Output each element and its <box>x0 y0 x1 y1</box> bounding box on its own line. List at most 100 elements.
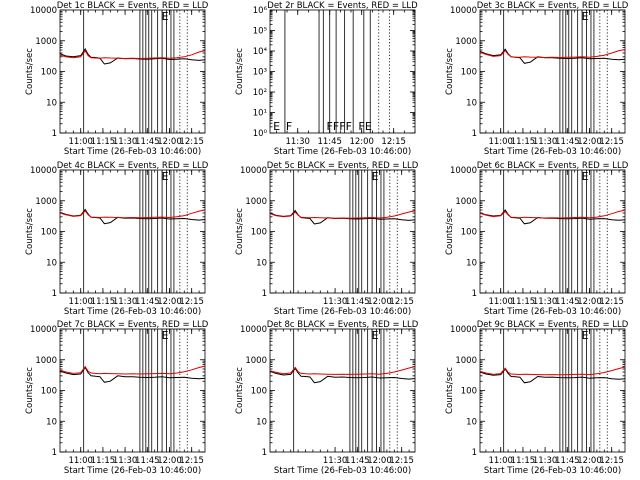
x-tick-label: 11:45 <box>135 297 160 307</box>
chart-panel: Det 8c BLACK = Events, RED = LLD 1 10 100 10… <box>235 320 419 476</box>
y-axis-label: Counts/sec <box>25 208 35 255</box>
chart-title: Det 1c BLACK = Events, RED = LLD <box>57 1 209 11</box>
flag-label: F <box>346 120 352 133</box>
plot-frame <box>59 9 206 134</box>
series-line-lld <box>59 209 206 219</box>
series-line-lld <box>269 366 416 375</box>
chart-panel: Det 5c BLACK = Events, RED = LLD 1 10 100 10… <box>235 161 419 317</box>
x-tick-label: 11:15 <box>511 456 536 466</box>
x-tick-label: 12:00 <box>157 297 182 307</box>
x-tick-label: 11:30 <box>113 456 138 466</box>
series-line-events <box>269 209 416 225</box>
y-tick-label: 1000 <box>35 37 57 47</box>
x-tick-label: 12:15 <box>599 297 624 307</box>
y-tick-label: 1 <box>262 289 267 299</box>
x-tick-label: 12:00 <box>577 137 602 147</box>
y-tick-label: 10000 <box>240 325 267 335</box>
y-tick-label: 100 <box>461 228 477 238</box>
y-tick-label: 10 <box>466 258 477 268</box>
chart-panel: Det 6c BLACK = Events, RED = LLD 1 10 100 10… <box>445 161 629 317</box>
x-tick-label: 11:15 <box>91 137 116 147</box>
plot-frame <box>269 328 416 453</box>
y-tick-label: 10000 <box>30 6 57 16</box>
series-line-lld <box>59 49 206 60</box>
flag-label: F <box>339 120 345 133</box>
y-axis-label: Counts/sec <box>235 367 245 414</box>
y-tick-label: 1000 <box>35 197 57 207</box>
x-tick-label: 11:00 <box>488 137 513 147</box>
x-tick-label: 11:45 <box>135 456 160 466</box>
series-line-lld <box>479 209 626 219</box>
x-axis-label: Start Time (26-Feb-03 10:46:00) <box>64 307 201 317</box>
y-tick-label: 10000 <box>450 6 477 16</box>
flag-label: E <box>162 10 169 23</box>
x-tick-label: 11:30 <box>113 137 138 147</box>
x-tick-label: 11:45 <box>135 137 160 147</box>
plot-frame <box>59 169 206 294</box>
x-axis-label: Start Time (26-Feb-03 10:46:00) <box>484 466 621 476</box>
x-axis-label: Start Time (26-Feb-03 10:46:00) <box>64 466 201 476</box>
y-tick-label: 10000 <box>450 325 477 335</box>
chart-title: Det 5c BLACK = Events, RED = LLD <box>267 161 419 171</box>
series-line-lld <box>479 49 626 59</box>
y-tick-label: 100 <box>251 387 267 397</box>
series-line-lld <box>269 210 416 219</box>
x-tick-label: 11:45 <box>345 297 370 307</box>
x-tick-label: 11:15 <box>91 456 116 466</box>
chart-panel: Det 3c BLACK = Events, RED = LLD 1 10 100 10… <box>445 1 629 157</box>
x-tick-label: 12:15 <box>389 456 414 466</box>
plot-frame <box>479 328 626 453</box>
y-tick-label: 100 <box>461 387 477 397</box>
series-line-events <box>479 48 626 64</box>
y-tick-label: 10000 <box>30 325 57 335</box>
x-tick-label: 11:00 <box>488 297 513 307</box>
series-line-events <box>479 209 626 225</box>
series-line-events <box>479 368 626 384</box>
chart-panel: Det 7c BLACK = Events, RED = LLD 1 10 100 10… <box>25 320 209 476</box>
flag-label: E <box>372 329 379 342</box>
x-tick-label: 11:15 <box>511 137 536 147</box>
plot-frame <box>269 169 416 294</box>
y-axis-label: Counts/sec <box>235 208 245 255</box>
y-tick-label: 10 <box>466 98 477 108</box>
flag-label: E <box>273 120 280 133</box>
y-tick-label: 100 <box>461 68 477 78</box>
chart-title: Det 9c BLACK = Events, RED = LLD <box>477 320 629 330</box>
flag-label: F <box>286 120 292 133</box>
chart-panel: Det 9c BLACK = Events, RED = LLD 1 10 100 10… <box>445 320 629 476</box>
y-tick-label: 10000 <box>30 166 57 176</box>
x-tick-label: 12:00 <box>577 456 602 466</box>
flag-label: E <box>162 170 169 183</box>
x-tick-label: 12:15 <box>179 137 204 147</box>
x-tick-label: 12:00 <box>157 456 182 466</box>
x-tick-label: 11:45 <box>555 297 580 307</box>
x-tick-label: 11:30 <box>533 137 558 147</box>
plot-frame <box>479 169 626 294</box>
x-tick-label: 11:30 <box>533 456 558 466</box>
x-tick-label: 11:45 <box>555 137 580 147</box>
plot-frame <box>479 9 626 134</box>
y-axis-label: Counts/sec <box>445 48 455 95</box>
x-axis-label: Start Time (26-Feb-03 10:46:00) <box>64 147 201 157</box>
chart-title: Det 3c BLACK = Events, RED = LLD <box>477 1 629 11</box>
y-tick-label: 1000 <box>455 37 477 47</box>
x-tick-label: 11:30 <box>285 137 310 147</box>
series-line-events <box>59 208 206 225</box>
y-axis-label: Counts/sec <box>235 48 245 95</box>
x-tick-label: 12:00 <box>157 137 182 147</box>
y-tick-label: 10000 <box>450 166 477 176</box>
y-tick-label: 100 <box>41 387 57 397</box>
chart-title: Det 6c BLACK = Events, RED = LLD <box>477 161 629 171</box>
x-tick-label: 12:15 <box>179 456 204 466</box>
series-line-lld <box>479 366 626 376</box>
x-tick-label: 12:00 <box>367 456 392 466</box>
y-tick-label: 1 <box>52 129 57 139</box>
x-tick-label: 12:15 <box>381 137 406 147</box>
y-tick-label: 1000 <box>455 356 477 366</box>
x-axis-label: Start Time (26-Feb-03 10:46:00) <box>274 307 411 317</box>
y-tick-label: 10⁵ <box>253 27 267 37</box>
y-axis-label: Counts/sec <box>25 367 35 414</box>
x-tick-label: 12:00 <box>367 297 392 307</box>
y-tick-label: 10⁰ <box>253 129 268 139</box>
